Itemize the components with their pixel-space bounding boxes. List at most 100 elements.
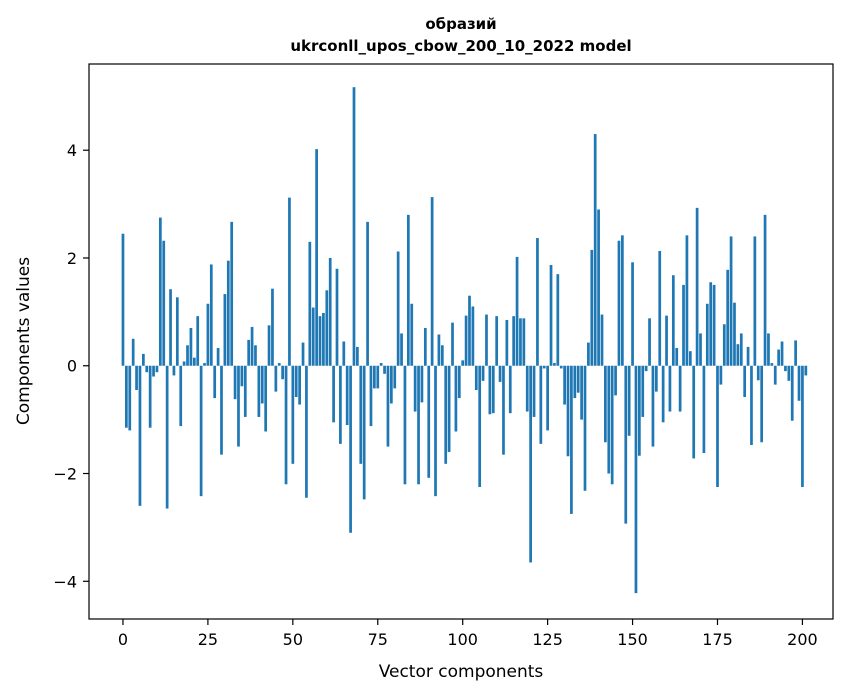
bar-196 — [787, 365, 791, 381]
bar-53 — [301, 342, 305, 366]
bar-38 — [250, 326, 254, 366]
bar-95 — [444, 365, 448, 464]
bar-121 — [532, 365, 536, 417]
bar-12 — [162, 240, 166, 366]
bar-104 — [474, 365, 478, 390]
bar-9 — [152, 365, 155, 377]
bar-147 — [621, 235, 624, 366]
bar-130 — [563, 365, 566, 405]
bar-56 — [311, 307, 315, 366]
bar-159 — [661, 365, 665, 423]
bar-149 — [627, 365, 631, 436]
bar-115 — [512, 316, 516, 366]
bar-178 — [726, 269, 730, 366]
bar-137 — [587, 342, 590, 366]
bar-94 — [440, 345, 444, 366]
bar-187 — [756, 365, 760, 381]
bar-80 — [393, 365, 397, 389]
bar-164 — [678, 365, 682, 412]
y-tick-label: −2 — [53, 465, 77, 484]
bar-127 — [553, 363, 556, 366]
bar-73 — [369, 365, 373, 427]
bar-71 — [362, 365, 366, 500]
bar-183 — [743, 365, 747, 397]
bar-201 — [804, 365, 808, 376]
x-tick-label: 0 — [118, 630, 128, 649]
bar-110 — [495, 316, 499, 366]
bar-132 — [570, 365, 573, 514]
bar-45 — [274, 365, 278, 392]
bar-35 — [240, 365, 244, 387]
bar-6 — [142, 353, 145, 366]
bar-190 — [767, 333, 770, 366]
bar-188 — [760, 365, 764, 443]
bar-166 — [685, 235, 689, 366]
bar-60 — [325, 290, 329, 366]
bar-31 — [226, 260, 230, 366]
bar-138 — [590, 249, 594, 366]
bar-22 — [196, 316, 200, 366]
bar-184 — [746, 346, 750, 366]
bar-13 — [165, 365, 169, 509]
bar-152 — [638, 365, 641, 456]
bar-10 — [155, 365, 159, 373]
bar-29 — [220, 365, 223, 455]
bar-103 — [471, 306, 475, 366]
bar-145 — [614, 365, 617, 396]
bar-21 — [192, 357, 196, 366]
bar-90 — [427, 365, 431, 478]
bar-185 — [750, 365, 753, 445]
bar-180 — [733, 302, 736, 366]
bar-62 — [332, 365, 335, 423]
bar-175 — [716, 365, 719, 487]
bar-128 — [556, 274, 560, 366]
bar-161 — [668, 365, 672, 412]
bar-200 — [801, 365, 804, 487]
bar-126 — [549, 264, 553, 366]
bar-181 — [736, 344, 740, 366]
bar-19 — [186, 345, 189, 366]
bar-163 — [675, 347, 679, 366]
x-tick-label: 150 — [617, 630, 648, 649]
bar-4 — [135, 365, 138, 390]
bar-189 — [763, 214, 767, 366]
bar-102 — [468, 295, 471, 366]
bar-101 — [464, 315, 468, 366]
bar-69 — [356, 346, 359, 366]
bar-146 — [617, 240, 621, 366]
bar-33 — [233, 365, 237, 400]
bar-92 — [434, 365, 437, 497]
bar-173 — [709, 282, 713, 366]
bar-165 — [682, 284, 685, 366]
bar-59 — [322, 312, 325, 366]
bar-66 — [345, 365, 349, 426]
bar-158 — [658, 250, 662, 366]
bar-2 — [128, 365, 132, 431]
bar-169 — [695, 207, 699, 366]
bar-172 — [705, 303, 709, 366]
bar-162 — [671, 275, 675, 366]
bar-64 — [339, 365, 342, 444]
bar-20 — [189, 328, 193, 366]
x-tick-label: 50 — [283, 630, 303, 649]
bar-176 — [719, 365, 723, 385]
x-tick-label: 100 — [447, 630, 478, 649]
bar-23 — [199, 365, 203, 497]
bar-143 — [607, 365, 611, 474]
bar-48 — [284, 365, 288, 485]
bar-84 — [406, 214, 410, 366]
bar-43 — [267, 325, 271, 366]
bar-17 — [179, 365, 183, 427]
bar-7 — [145, 365, 149, 373]
bar-114 — [508, 365, 512, 414]
bar-153 — [641, 365, 645, 417]
bar-81 — [396, 251, 400, 366]
bar-113 — [505, 319, 509, 366]
bar-154 — [644, 365, 648, 372]
bar-39 — [254, 345, 257, 366]
x-axis-label: Vector components — [379, 662, 544, 682]
bar-133 — [573, 365, 577, 399]
bar-44 — [271, 288, 274, 366]
y-tick-label: −4 — [53, 572, 77, 591]
bar-46 — [277, 363, 281, 366]
